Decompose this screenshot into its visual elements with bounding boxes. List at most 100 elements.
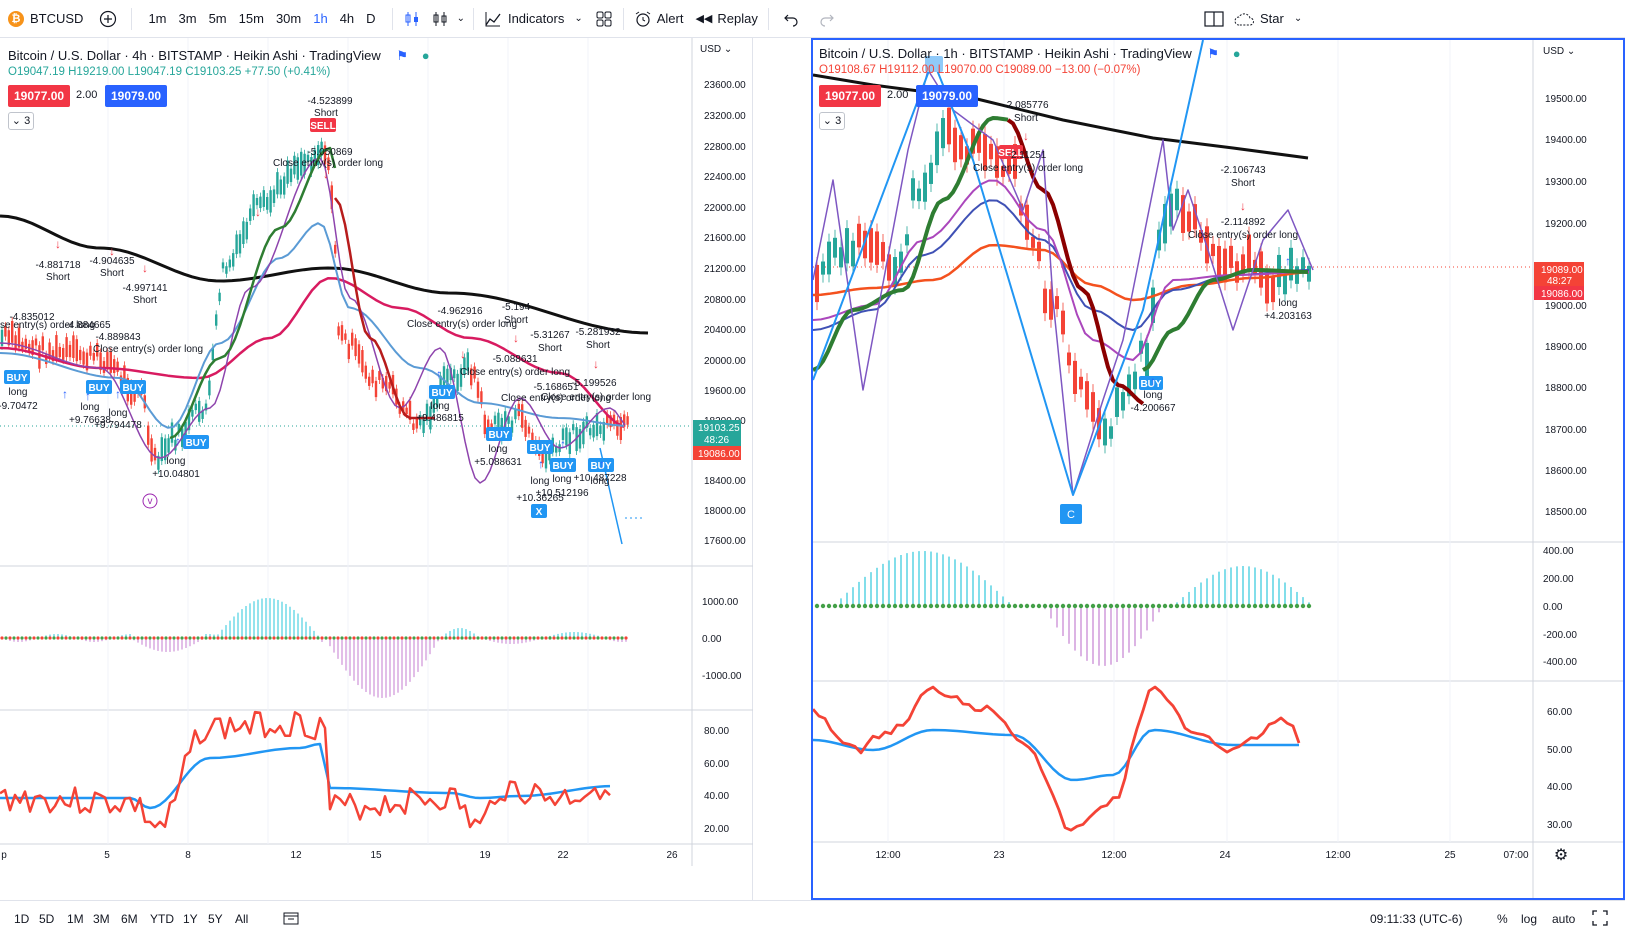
range-3m[interactable]: 3M xyxy=(93,912,110,926)
date-range-picker-button[interactable] xyxy=(283,910,299,929)
chart-pane-left[interactable]: USD ⌄ 23600.00 23200.00 22800.00 22400.00 220… xyxy=(0,38,753,900)
candle-body xyxy=(204,403,208,411)
interval-4h[interactable]: 4h xyxy=(339,11,355,26)
macd-signal-dot xyxy=(312,636,316,640)
candle-body xyxy=(1223,248,1227,283)
left-indicator-toggle[interactable]: ⌄ 3 xyxy=(8,112,34,130)
log-toggle[interactable]: log xyxy=(1521,912,1538,926)
macd-signal-dot xyxy=(1306,603,1312,609)
candle-body xyxy=(432,389,435,413)
range-5y[interactable]: 5Y xyxy=(208,912,223,926)
candle-body xyxy=(34,338,38,346)
candle-body xyxy=(68,344,72,358)
macd-signal-dot xyxy=(982,603,988,609)
macd-signal-dot xyxy=(1048,603,1054,609)
candle-body xyxy=(388,382,391,389)
interval-3m[interactable]: 3m xyxy=(178,11,197,26)
templates-button[interactable] xyxy=(589,0,619,38)
macd-signal-dot xyxy=(132,636,136,640)
left-buy-button[interactable]: 19079.00 xyxy=(105,85,168,107)
save-layout-button[interactable]: Star ⌄ xyxy=(1228,0,1308,38)
right-indicator-toggle[interactable]: ⌄ 3 xyxy=(819,112,845,130)
candle-body xyxy=(582,421,585,445)
candle-body xyxy=(174,439,177,451)
rsi-line xyxy=(0,710,611,829)
range-6m[interactable]: 6M xyxy=(121,912,138,926)
range-1d[interactable]: 1D xyxy=(14,912,30,926)
right-ohlc: O19108.67 H19112.00 L19070.00 C19089.00 … xyxy=(819,62,1241,78)
interval-1m[interactable]: 1m xyxy=(148,11,167,26)
clock-timezone[interactable]: 09:11:33 (UTC-6) xyxy=(1370,912,1463,926)
macd-axis-label: -200.00 xyxy=(1543,630,1577,641)
macd-signal-dot xyxy=(1216,603,1222,609)
interval-D[interactable]: D xyxy=(366,11,376,26)
macd-axis-label: 400.00 xyxy=(1543,546,1574,557)
macd-signal-dot xyxy=(52,636,56,640)
replay-button[interactable]: ◀◀ Replay xyxy=(689,0,763,38)
compare-symbol-button[interactable] xyxy=(89,0,127,38)
candle-body xyxy=(368,376,371,386)
undo-button[interactable] xyxy=(773,0,809,38)
range-5d[interactable]: 5D xyxy=(39,912,55,926)
right-sell-button[interactable]: 19077.00 xyxy=(819,85,882,107)
macd-signal-dot xyxy=(1132,603,1138,609)
range-1m[interactable]: 1M xyxy=(67,912,84,926)
macd-signal-dot xyxy=(1126,603,1132,609)
macd-signal-dot xyxy=(40,636,44,640)
macd-signal-dot xyxy=(500,636,504,640)
candle-body xyxy=(374,380,378,398)
macd-signal-dot xyxy=(904,603,910,609)
macd-signal-dot xyxy=(504,636,508,640)
macd-signal-dot xyxy=(108,636,112,640)
left-sell-button[interactable]: 19077.00 xyxy=(8,85,71,107)
macd-signal-dot xyxy=(592,636,596,640)
bar-style-alt-button[interactable]: ⌄ xyxy=(427,0,469,38)
candle-body xyxy=(442,366,446,386)
macd-signal-dot xyxy=(1000,603,1006,609)
macd-signal-dot xyxy=(584,636,588,640)
indicators-button[interactable]: Indicators ⌄ xyxy=(478,0,589,38)
macd-signal-dot xyxy=(1066,603,1072,609)
macd-signal-dot xyxy=(976,603,982,609)
interval-15m[interactable]: 15m xyxy=(238,11,264,26)
strategy-annotation: Short xyxy=(504,315,528,326)
percent-toggle[interactable]: % xyxy=(1497,912,1508,926)
macd-signal-dot xyxy=(916,603,922,609)
chart-pane-right[interactable]: USD ⌄ 19500.00 19400.00 19300.00 19200.00 190… xyxy=(811,38,1625,900)
range-ytd[interactable]: YTD xyxy=(150,912,174,926)
candle-body xyxy=(4,326,7,337)
interval-1h[interactable]: 1h xyxy=(313,11,328,26)
price-axis-label: 22400.00 xyxy=(704,172,746,183)
signal-box xyxy=(1139,376,1163,390)
candle-body xyxy=(1211,243,1215,257)
right-red-price: 19086.00 xyxy=(1541,289,1583,300)
alert-button[interactable]: Alert xyxy=(628,0,690,38)
candle-body xyxy=(493,415,497,425)
macd-signal-dot xyxy=(484,636,488,640)
chevron-down-icon: ⌄ xyxy=(456,13,465,24)
macd-signal-dot xyxy=(324,636,328,640)
interval-5m[interactable]: 5m xyxy=(208,11,227,26)
macd-signal-dot xyxy=(1072,603,1078,609)
candle-body xyxy=(1151,287,1155,323)
auto-toggle[interactable]: auto xyxy=(1552,912,1576,926)
signal-box xyxy=(86,380,112,394)
candle-body xyxy=(266,197,269,210)
redo-button[interactable] xyxy=(809,0,845,38)
left-chart-canvas[interactable]: USD ⌄23600.0023200.0022800.0022400.00220… xyxy=(0,38,753,900)
macd-signal-dot xyxy=(850,603,856,609)
right-buy-button[interactable]: 19079.00 xyxy=(916,85,979,107)
strategy-annotation: Close entry(s) order long xyxy=(0,320,95,331)
time-axis-label: 15 xyxy=(370,850,382,861)
range-all[interactable]: All xyxy=(235,912,249,926)
range-1y[interactable]: 1Y xyxy=(183,912,198,926)
right-red-price-badge xyxy=(1534,286,1584,300)
symbol-search-button[interactable]: ₿ BTCUSD xyxy=(0,0,89,38)
candle-body xyxy=(1031,236,1035,248)
bar-style-button[interactable] xyxy=(397,0,427,38)
right-chart-canvas[interactable]: USD ⌄ 19500.00 19400.00 19300.00 19200.00 190… xyxy=(813,40,1623,898)
fullscreen-icon[interactable] xyxy=(1592,910,1608,929)
layout-button[interactable] xyxy=(1198,0,1230,38)
interval-30m[interactable]: 30m xyxy=(275,11,302,26)
candle-body xyxy=(875,231,879,265)
